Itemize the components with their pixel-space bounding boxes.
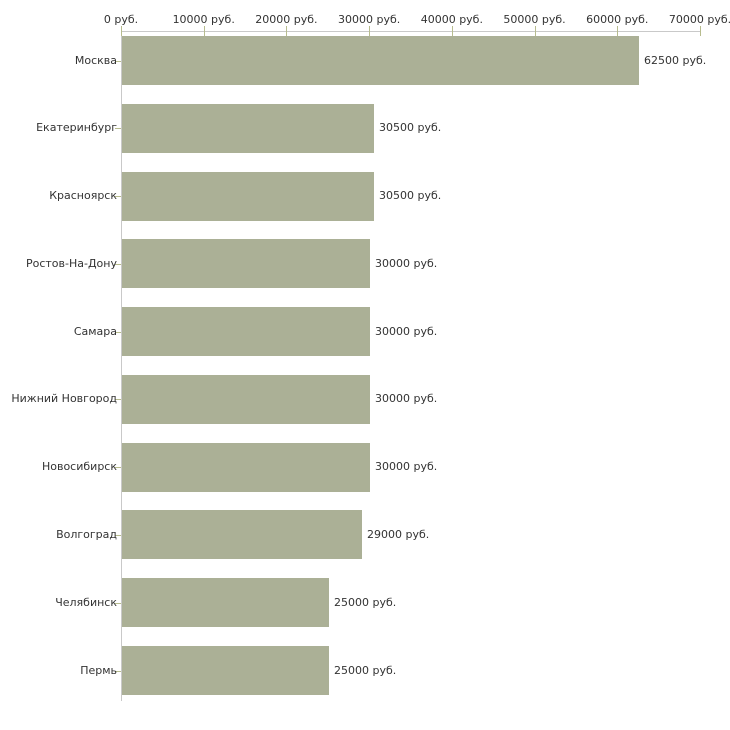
y-axis-tick-mark	[115, 671, 121, 672]
x-axis-tick-mark	[369, 26, 371, 36]
x-axis-tick-mark	[451, 26, 453, 36]
x-axis-tick-label: 0 руб.	[103, 13, 139, 26]
bar	[122, 36, 639, 85]
x-axis-tick-mark	[286, 26, 288, 36]
category-label: Красноярск	[49, 189, 117, 202]
y-axis-tick-mark	[115, 467, 121, 468]
bar	[122, 307, 370, 356]
category-label: Пермь	[80, 664, 117, 677]
x-axis-tick-label: 10000 руб.	[172, 13, 235, 26]
category-label: Самара	[73, 325, 117, 338]
y-axis-tick-mark	[115, 264, 121, 265]
y-axis-tick-mark	[115, 399, 121, 400]
value-label: 29000 руб.	[367, 528, 430, 541]
bar	[122, 239, 370, 288]
bar	[122, 104, 374, 153]
category-label: Волгоград	[56, 528, 117, 541]
x-axis-tick-label: 30000 руб.	[338, 13, 401, 26]
value-label: 30000 руб.	[375, 325, 438, 338]
bar	[122, 443, 370, 492]
x-axis-tick-label: 20000 руб.	[255, 13, 318, 26]
x-axis-tick-label: 60000 руб.	[586, 13, 649, 26]
bar	[122, 646, 329, 695]
value-label: 62500 руб.	[644, 54, 707, 67]
y-axis-tick-mark	[115, 535, 121, 536]
category-label: Ростов-На-Дону	[25, 257, 117, 270]
value-label: 30000 руб.	[375, 392, 438, 405]
bar	[122, 510, 362, 559]
y-axis-tick-mark	[115, 603, 121, 604]
x-axis-tick-mark	[534, 26, 536, 36]
category-label: Екатеринбург	[36, 121, 117, 134]
x-axis-tick-mark	[700, 26, 701, 36]
x-axis-tick-label: 50000 руб.	[503, 13, 566, 26]
x-axis-tick-mark	[121, 26, 122, 36]
y-axis-line	[121, 31, 122, 701]
y-axis-tick-mark	[115, 196, 121, 197]
category-label: Москва	[74, 54, 117, 67]
bar	[122, 375, 370, 424]
value-label: 25000 руб.	[334, 596, 397, 609]
value-label: 30500 руб.	[379, 189, 442, 202]
y-axis-tick-mark	[115, 332, 121, 333]
x-axis-tick-mark	[617, 26, 619, 36]
x-axis-tick-mark	[203, 26, 205, 36]
value-label: 30000 руб.	[375, 460, 438, 473]
category-label: Челябинск	[55, 596, 117, 609]
y-axis-tick-mark	[115, 61, 121, 62]
value-label: 30500 руб.	[379, 121, 442, 134]
category-label: Нижний Новгород	[11, 392, 117, 405]
x-axis-tick-label: 70000 руб.	[668, 13, 730, 26]
value-label: 30000 руб.	[375, 257, 438, 270]
bar	[122, 172, 374, 221]
y-axis-tick-mark	[115, 128, 121, 129]
x-axis-tick-label: 40000 руб.	[420, 13, 483, 26]
category-label: Новосибирск	[41, 460, 117, 473]
value-label: 25000 руб.	[334, 664, 397, 677]
x-axis-line	[121, 31, 701, 32]
bar	[122, 578, 329, 627]
